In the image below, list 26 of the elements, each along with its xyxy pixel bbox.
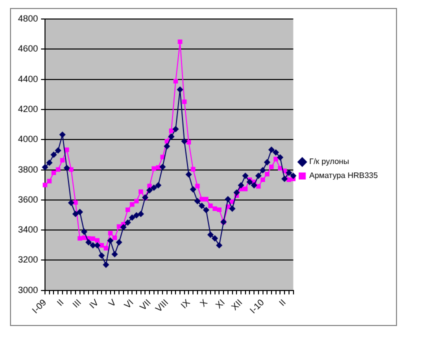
y-tick-label: 4000 xyxy=(18,134,38,144)
x-tick-label: III xyxy=(70,297,84,310)
x-tick-label: II xyxy=(277,297,288,308)
x-tick-label: I-10 xyxy=(248,297,266,316)
y-tick-label: 3200 xyxy=(18,254,38,265)
y-tick-label: 3800 xyxy=(18,164,38,174)
x-tick-label: XI xyxy=(214,297,227,310)
y-tick-label: 3000 xyxy=(18,284,38,295)
x-tick-label: VII xyxy=(138,297,153,312)
x-tick-label: VIII xyxy=(154,297,170,314)
x-tick-label: IV xyxy=(87,297,100,310)
y-tick-label: 3400 xyxy=(18,224,38,235)
y-tick-label: 4200 xyxy=(18,104,38,114)
x-tick-label: I-09 xyxy=(30,297,48,316)
x-tick-label: IX xyxy=(178,297,192,310)
legend-label: Арматура HRB335 xyxy=(309,171,378,180)
y-tick-label: 4600 xyxy=(18,44,38,54)
y-tick-label: 4400 xyxy=(18,74,38,84)
x-tick-label: XII xyxy=(229,297,244,312)
x-tick-label: VI xyxy=(122,297,136,310)
x-tick-label: X xyxy=(198,297,210,309)
x-tick-label: V xyxy=(106,297,118,309)
y-tick-label: 4800 xyxy=(18,13,38,24)
x-tick-label: II xyxy=(54,297,66,308)
legend-label: Г/к рулоны xyxy=(309,157,350,166)
y-tick-label: 3600 xyxy=(18,194,38,204)
